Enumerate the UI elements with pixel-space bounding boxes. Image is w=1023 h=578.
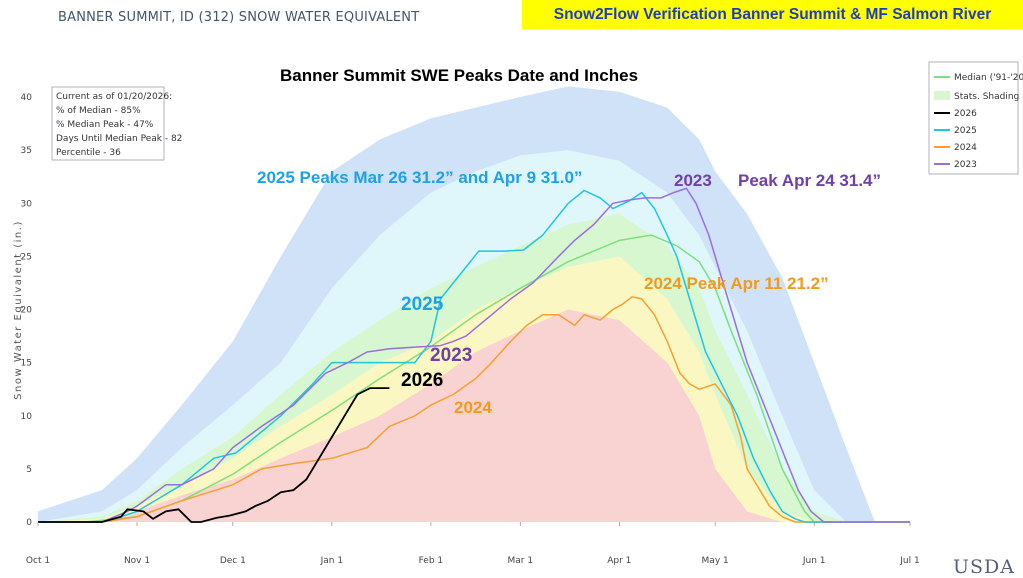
annotation-2023-line-label: 2023 xyxy=(430,345,472,366)
info-line-pct-median: % of Median - 85% xyxy=(56,106,141,116)
x-tick-label: Feb 1 xyxy=(419,556,444,566)
legend-label-shading: Stats. Shading xyxy=(954,92,1019,102)
legend-label-2024: 2024 xyxy=(954,143,977,153)
chart-title: Banner Summit SWE Peaks Date and Inches xyxy=(280,66,638,85)
annotations: 2025 Peaks Mar 26 31.2” and Apr 9 31.0” … xyxy=(257,168,881,417)
info-line-pct-median-peak: % Median Peak - 47% xyxy=(56,120,154,130)
y-tick-label: 10 xyxy=(21,412,33,422)
legend: Median ('91-'20) Stats. Shading 2026 202… xyxy=(928,61,1023,175)
annotation-2024-peak: 2024 Peak Apr 11 21.2” xyxy=(644,274,829,293)
x-tick-label: Jun 1 xyxy=(802,556,826,566)
y-axis-title: Snow Water Equivalent (in.) xyxy=(13,220,24,400)
y-tick-label: 25 xyxy=(21,252,32,262)
y-tick-label: 0 xyxy=(26,518,32,528)
series-lines xyxy=(38,187,910,523)
info-line-days-until-peak: Days Until Median Peak - 82 xyxy=(56,134,182,144)
y-tick-label: 35 xyxy=(21,146,32,156)
y-axis-label: Snow Water Equivalent (in.) xyxy=(13,220,24,400)
stats-shading-bands xyxy=(38,86,910,523)
y-tick-label: 15 xyxy=(21,359,32,369)
series-line-2023 xyxy=(38,187,910,523)
verification-banner: Snow2Flow Verification Banner Summit & M… xyxy=(522,0,1023,29)
annotation-2023-peak: Peak Apr 24 31.4” xyxy=(738,171,881,190)
series-line-2025 xyxy=(38,189,910,523)
x-tick-label: Apr 1 xyxy=(607,556,631,566)
legend-frame xyxy=(928,61,1019,175)
info-line-percentile: Percentile - 36 xyxy=(56,148,121,158)
annotation-2026-line-label: 2026 xyxy=(401,370,443,391)
status-info-box: Current as of 01/20/2026: % of Median - … xyxy=(51,86,182,161)
legend-swatch-shading xyxy=(934,91,950,100)
x-tick-label: May 1 xyxy=(702,556,729,566)
annotation-2025-line-label: 2025 xyxy=(401,294,444,315)
info-box-frame xyxy=(51,86,165,161)
series-line-median xyxy=(38,234,910,523)
annotation-2024-line-label: 2024 xyxy=(454,398,492,417)
x-tick-label: Nov 1 xyxy=(124,556,150,566)
x-tick-label: Dec 1 xyxy=(220,556,246,566)
x-tick-label: Jul 1 xyxy=(899,556,919,566)
x-tick-label: Jan 1 xyxy=(320,556,343,566)
y-tick-label: 40 xyxy=(21,93,33,103)
x-tick-label: Mar 1 xyxy=(508,556,534,566)
series-line-2026 xyxy=(38,387,390,523)
y-tick-label: 20 xyxy=(21,306,33,316)
legend-label-median: Median ('91-'20) xyxy=(954,73,1023,83)
annotation-2023-label-top: 2023 xyxy=(674,171,712,190)
series-line-2024 xyxy=(38,296,910,523)
y-tick-label: 5 xyxy=(26,465,32,475)
legend-label-2023: 2023 xyxy=(954,160,977,170)
usda-logo: USDA xyxy=(953,556,1015,578)
legend-label-2025: 2025 xyxy=(954,126,977,136)
y-tick-label: 30 xyxy=(21,199,33,209)
band-p30-to-zero xyxy=(38,309,910,522)
annotation-2025-peaks: 2025 Peaks Mar 26 31.2” and Apr 9 31.0” xyxy=(257,168,582,187)
legend-label-2026: 2026 xyxy=(954,109,977,119)
info-line-current: Current as of 01/20/2026: xyxy=(56,92,172,102)
station-title: BANNER SUMMIT, ID (312) SNOW WATER EQUIV… xyxy=(58,10,420,25)
x-tick-label: Oct 1 xyxy=(26,556,50,566)
